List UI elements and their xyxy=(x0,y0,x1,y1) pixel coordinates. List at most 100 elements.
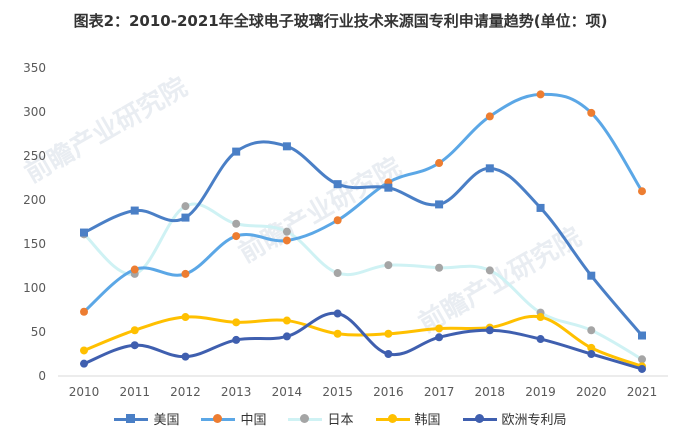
x-tick-label: 2015 xyxy=(322,385,353,399)
data-point xyxy=(638,355,646,364)
data-point xyxy=(232,219,241,228)
data-point xyxy=(282,142,291,151)
data-point xyxy=(282,316,291,325)
data-point xyxy=(333,309,342,318)
series-line xyxy=(82,140,644,338)
data-point xyxy=(435,324,444,333)
data-point xyxy=(181,313,190,322)
data-point xyxy=(435,159,444,168)
series-5 xyxy=(80,309,646,373)
data-point xyxy=(80,307,88,316)
x-tick-label: 2021 xyxy=(627,385,658,399)
x-tick-label: 2018 xyxy=(475,385,506,399)
legend-item: 中国 xyxy=(201,409,266,428)
legend-swatch xyxy=(288,413,323,425)
data-point xyxy=(80,359,88,368)
legend-item: 韩国 xyxy=(375,409,441,428)
data-point xyxy=(638,364,646,373)
x-tick-label: 2010 xyxy=(69,385,100,399)
legend-item: 美国 xyxy=(114,409,179,428)
data-point xyxy=(130,326,139,335)
x-axis: 2010 2011 2012 2013 2014 2015 2016 2017 2018 2019… xyxy=(58,375,668,399)
data-point xyxy=(181,213,190,222)
data-point xyxy=(232,318,241,327)
data-point xyxy=(638,187,646,196)
legend-swatch xyxy=(114,413,149,425)
y-axis: 0 50 100 150 200 250 300 350 xyxy=(23,61,46,383)
series-line xyxy=(82,314,644,368)
y-tick-label: 300 xyxy=(23,105,46,119)
legend-swatch xyxy=(201,413,236,425)
data-point xyxy=(282,332,291,341)
data-point xyxy=(587,326,596,335)
x-tick-label: 2016 xyxy=(373,385,404,399)
x-tick-label: 2013 xyxy=(221,385,252,399)
data-point xyxy=(536,335,545,344)
data-point xyxy=(130,341,139,350)
data-point xyxy=(587,343,596,352)
legend-item: 日本 xyxy=(288,409,354,428)
data-point xyxy=(435,263,444,272)
data-point xyxy=(333,269,342,278)
data-point xyxy=(384,329,393,338)
y-tick-label: 250 xyxy=(23,149,46,163)
y-tick-label: 100 xyxy=(23,281,46,295)
data-point xyxy=(333,329,342,338)
data-point xyxy=(130,206,139,215)
data-point xyxy=(282,236,291,245)
legend-label: 中国 xyxy=(240,413,267,428)
legend-label: 美国 xyxy=(153,413,180,428)
data-point xyxy=(485,164,494,173)
data-point xyxy=(435,200,444,209)
data-point xyxy=(485,326,494,335)
y-tick-label: 50 xyxy=(31,325,46,339)
x-tick-label: 2012 xyxy=(170,385,201,399)
data-point xyxy=(181,202,190,211)
x-tick-label: 2017 xyxy=(424,385,455,399)
x-tick-label: 2014 xyxy=(272,385,303,399)
y-tick-label: 0 xyxy=(38,369,46,383)
data-point xyxy=(333,180,342,189)
data-point xyxy=(80,346,88,355)
data-point xyxy=(485,266,494,275)
x-tick-label: 2019 xyxy=(525,385,556,399)
x-tick-label: 2011 xyxy=(119,385,150,399)
data-point xyxy=(333,216,342,225)
data-point xyxy=(80,228,88,237)
legend-label: 韩国 xyxy=(414,413,441,428)
legend-label: 欧洲专利局 xyxy=(501,413,567,428)
y-tick-label: 150 xyxy=(23,237,46,251)
data-point xyxy=(587,271,596,280)
data-point xyxy=(384,183,393,192)
y-tick-label: 350 xyxy=(23,61,46,75)
series-3 xyxy=(80,202,646,364)
legend-swatch xyxy=(375,413,410,425)
legend: 美国 中国 日本 韩国 欧洲专利局 xyxy=(0,409,681,428)
data-point xyxy=(587,350,596,358)
data-point xyxy=(587,108,596,117)
data-point xyxy=(232,232,241,241)
y-tick-label: 200 xyxy=(23,193,46,207)
data-point xyxy=(435,333,444,342)
series-layer xyxy=(80,90,646,373)
x-tick-label: 2020 xyxy=(576,385,607,399)
data-point xyxy=(536,313,545,322)
legend-swatch xyxy=(462,413,497,425)
data-point xyxy=(181,269,190,278)
data-point xyxy=(232,335,241,344)
data-point xyxy=(384,261,393,270)
legend-label: 日本 xyxy=(327,413,354,428)
data-point xyxy=(536,90,545,99)
series-line xyxy=(82,92,644,314)
data-point xyxy=(130,265,139,274)
data-point xyxy=(638,331,646,340)
data-point xyxy=(282,227,291,236)
chart-title: 图表2：2010-2021年全球电子玻璃行业技术来源国专利申请量趋势(单位：项) xyxy=(73,12,608,30)
data-point xyxy=(232,147,241,156)
series-2 xyxy=(80,90,646,316)
series-1 xyxy=(80,140,646,340)
data-point xyxy=(181,352,190,361)
data-point xyxy=(536,203,545,212)
data-point xyxy=(384,350,393,358)
